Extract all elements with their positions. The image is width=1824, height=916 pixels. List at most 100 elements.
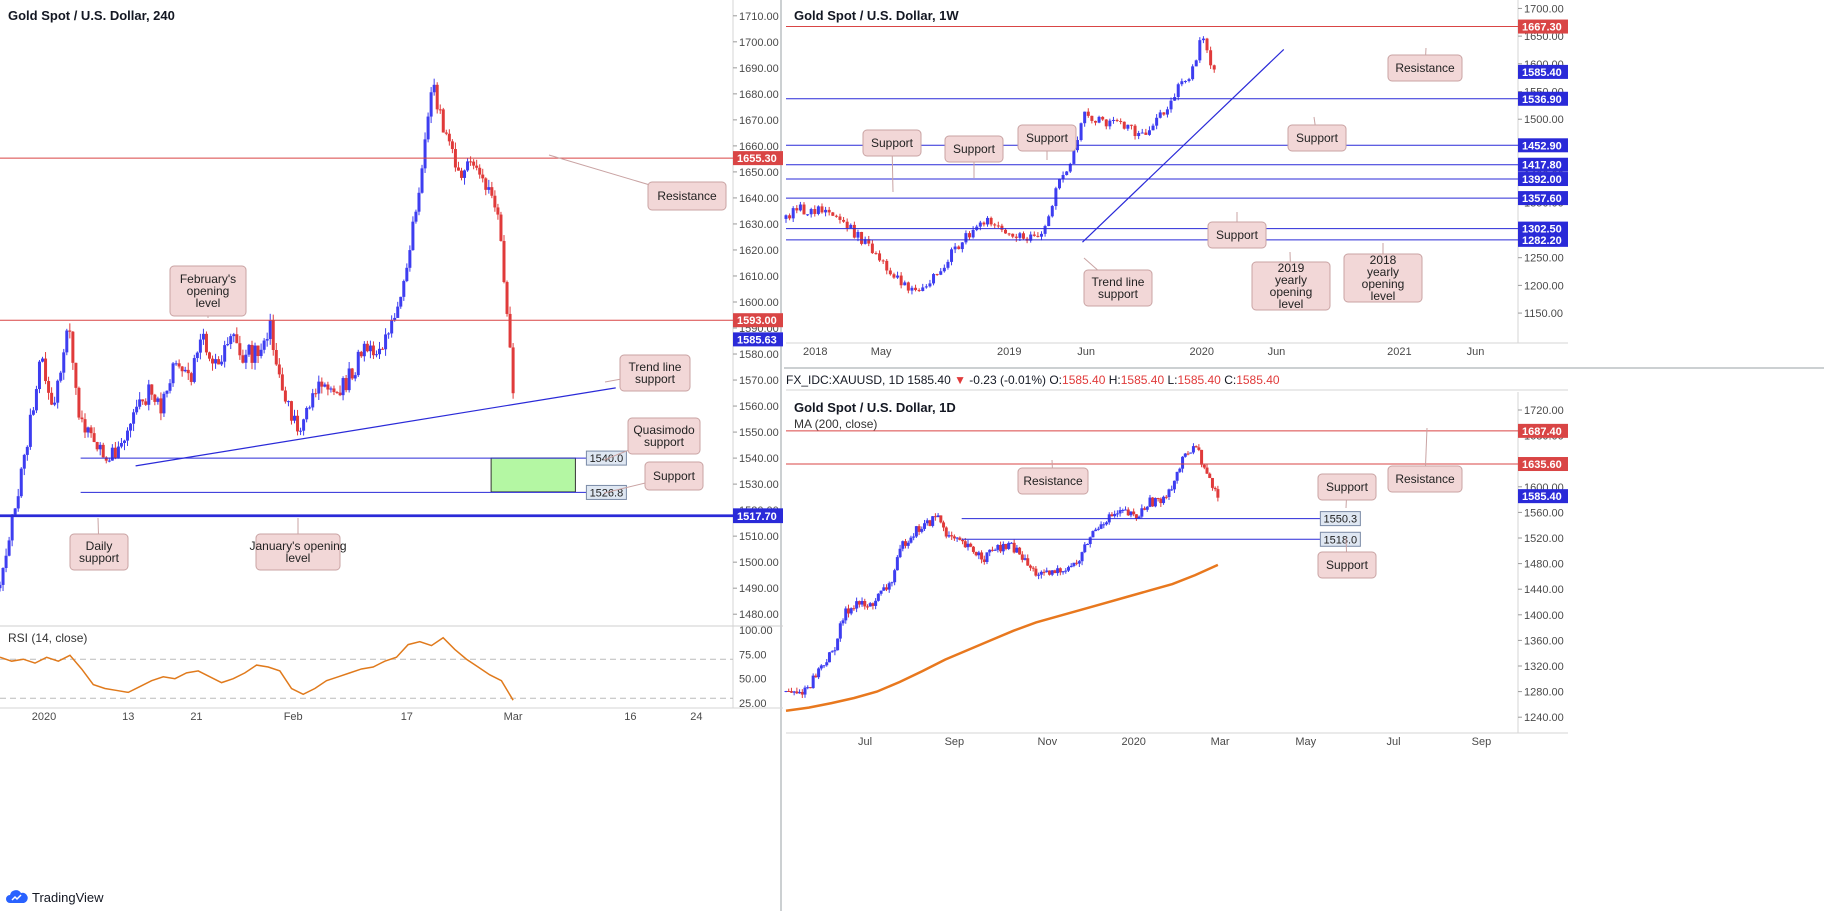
candle-body	[1194, 60, 1198, 67]
candle-body	[1198, 40, 1202, 61]
price-tag	[1518, 19, 1568, 34]
candle-body	[1039, 233, 1043, 237]
annotation-text: Support	[1296, 131, 1339, 145]
candle-body	[1061, 571, 1065, 573]
candle-body	[1026, 558, 1030, 566]
candle-body	[1086, 111, 1090, 116]
candle-body	[1080, 552, 1084, 562]
candle-body	[1090, 115, 1094, 121]
candle-body	[201, 333, 205, 340]
y-tick-label: 1690.00	[739, 63, 779, 75]
candle-body	[1158, 112, 1162, 118]
candle-body	[459, 170, 463, 178]
candle-body	[849, 608, 853, 614]
candle-body	[466, 161, 470, 171]
candle-body	[393, 317, 397, 321]
price-tag-label: 1392.00	[1522, 174, 1562, 186]
candle-body	[472, 161, 476, 166]
close-label: C:	[1224, 373, 1236, 387]
candle-body	[1037, 574, 1041, 576]
candle-body	[904, 541, 908, 546]
candle-body	[1058, 568, 1062, 573]
candle-body	[1101, 116, 1105, 120]
candle-body	[988, 549, 992, 553]
candle-body	[827, 209, 831, 213]
candle-body	[62, 352, 66, 373]
annotation-bubble	[1287, 124, 1347, 152]
candle-body	[50, 392, 54, 405]
candle-body	[849, 224, 853, 229]
price-change: -0.23 (-0.01%)	[969, 373, 1049, 387]
candle-body	[1189, 452, 1193, 454]
candle-body	[1054, 188, 1058, 207]
candle-body	[326, 384, 330, 390]
candle-body	[1097, 116, 1101, 123]
candle-body	[1011, 233, 1015, 237]
annotation-text: level	[1279, 297, 1304, 311]
candle-body	[405, 267, 409, 282]
x-tick-label: May	[1295, 736, 1316, 748]
candle-body	[1083, 544, 1087, 553]
candle-body	[990, 549, 994, 551]
close-value: 1585.40	[1236, 373, 1280, 387]
candle-body	[338, 392, 342, 396]
candle-body	[942, 267, 946, 272]
y-tick-label: 1250.00	[1524, 253, 1564, 265]
candle-body	[944, 527, 948, 537]
open-value: 1585.40	[1062, 373, 1109, 387]
candle-body	[952, 536, 956, 539]
annotation-text: Support	[1216, 228, 1259, 242]
candle-body	[217, 359, 221, 365]
annotation-text: 2018	[1370, 253, 1397, 267]
candle-body	[365, 343, 369, 352]
candle-body	[1153, 498, 1157, 507]
candle-body	[238, 343, 242, 356]
x-tick-label: 2021	[1387, 346, 1411, 358]
price-tag-label: 1452.90	[1522, 140, 1562, 152]
candle-body	[220, 361, 224, 365]
candle-body	[935, 274, 939, 276]
candle-body	[784, 215, 788, 219]
annotation-text: Resistance	[1395, 61, 1455, 75]
annotation-text: opening	[1270, 285, 1313, 299]
candle-body	[1039, 571, 1043, 575]
candle-body	[1047, 216, 1051, 227]
candle-body	[852, 608, 856, 610]
candle-body	[1012, 542, 1016, 553]
candle-body	[1069, 565, 1073, 568]
chart-title: Gold Spot / U.S. Dollar, 1D	[794, 400, 956, 415]
candle-body	[1167, 489, 1171, 498]
candle-body	[478, 167, 482, 175]
price-tag-label: 1357.60	[1522, 193, 1562, 205]
annotation-text: Trend line	[629, 360, 682, 374]
candle-body	[1197, 447, 1201, 450]
candle-body	[332, 388, 336, 393]
y-tick-label: 1500.00	[1524, 114, 1564, 126]
candle-body	[1053, 570, 1057, 574]
candle-body	[906, 282, 910, 291]
candle-body	[920, 528, 924, 532]
candle-body	[159, 398, 163, 414]
candle-body	[16, 496, 20, 509]
candle-body	[280, 374, 284, 391]
candle-body	[204, 333, 208, 353]
candle-body	[1129, 511, 1133, 516]
candle-body	[37, 361, 41, 390]
price-tag-label: 1282.20	[1522, 235, 1562, 247]
annotation-text: support	[79, 551, 120, 565]
quasimodo-zone	[490, 457, 576, 493]
candle-body	[928, 520, 932, 526]
candle-body	[441, 109, 445, 133]
high-label: H:	[1109, 373, 1121, 387]
candle-body	[511, 347, 515, 394]
candle-body	[1045, 570, 1049, 572]
candle-body	[347, 368, 351, 391]
candle-body	[871, 603, 875, 606]
panel-w1: 1700.001650.001600.001550.001500.001450.…	[784, 0, 1568, 358]
candle-body	[408, 250, 412, 268]
candle-body	[932, 274, 936, 284]
candle-body	[820, 206, 824, 213]
candle-body	[299, 430, 303, 432]
candle-body	[1000, 225, 1004, 230]
